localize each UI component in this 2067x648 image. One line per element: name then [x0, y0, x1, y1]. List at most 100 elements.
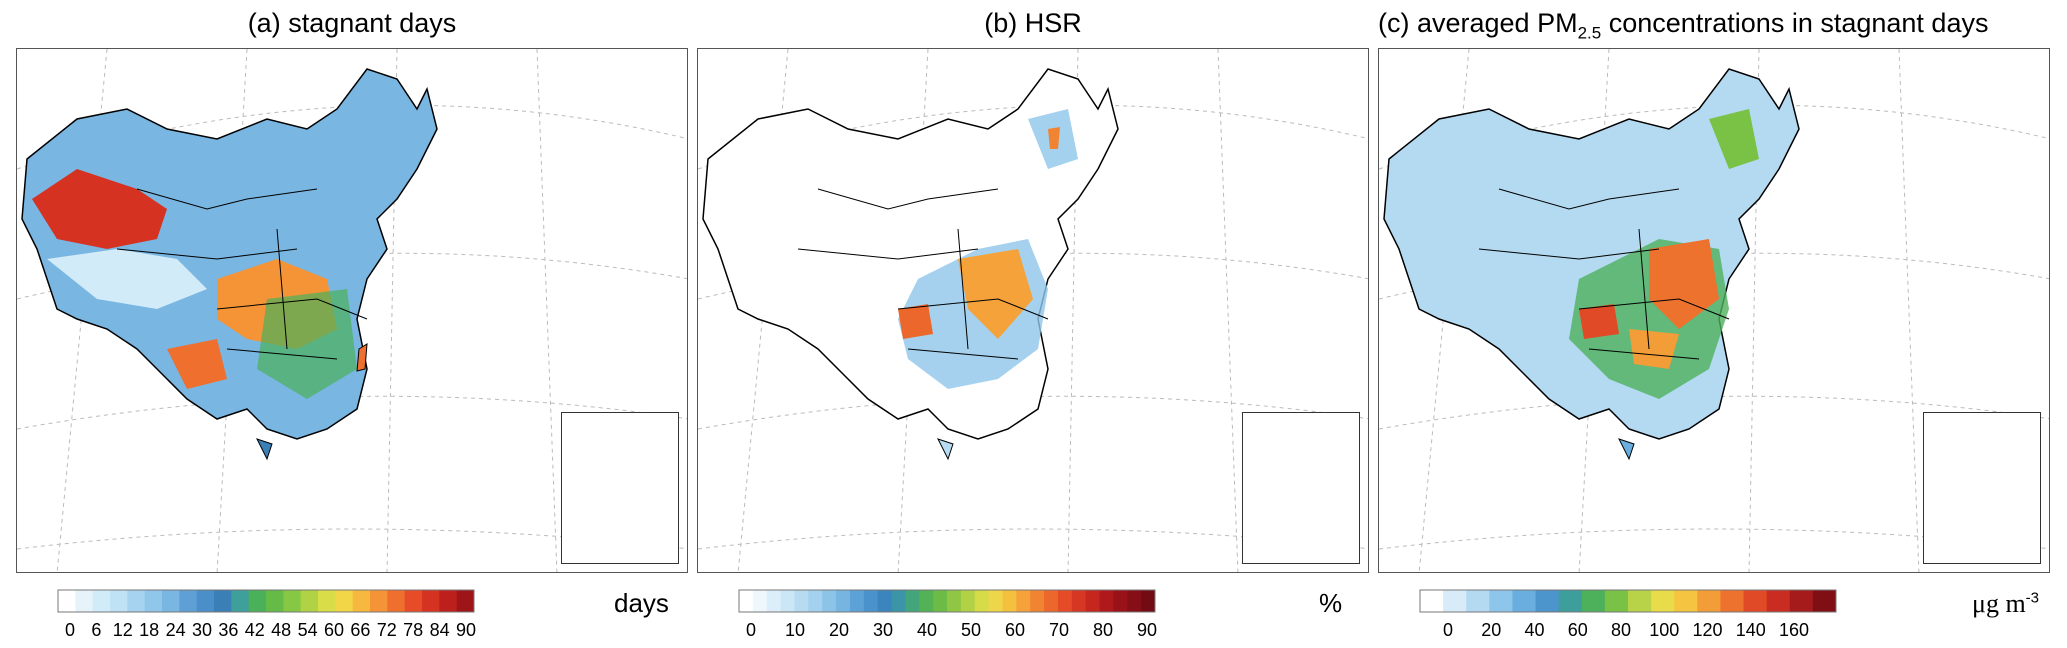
- colorbar-tick-label: 60: [324, 620, 344, 640]
- colorbar-tick-label: 40: [1524, 620, 1544, 640]
- colorbar-swatch: [439, 590, 458, 612]
- panel-a-title: (a) stagnant days: [247, 8, 457, 38]
- colorbar-tick-label: 54: [298, 620, 318, 640]
- panel-c-unit: μg m-3: [1972, 588, 2039, 619]
- colorbar-tick-label: 20: [1481, 620, 1501, 640]
- panel-c: (c) averaged PM2.5 concentrations in sta…: [1378, 0, 2050, 647]
- colorbar-tick-label: 40: [917, 620, 937, 640]
- panel-a-map: [16, 48, 688, 573]
- panel-c-title-sub: 2.5: [1577, 23, 1602, 43]
- panel-c-colorbar: 0 20 40 60 80 100 120 140 160: [1419, 589, 1837, 640]
- colorbar-tick-label: 42: [245, 620, 265, 640]
- colorbar-tick-label: 84: [430, 620, 450, 640]
- colorbar-swatch: [905, 590, 920, 612]
- panel-c-unit-base: μg m: [1972, 589, 2026, 618]
- colorbar-swatch: [947, 590, 962, 612]
- colorbar-swatch: [1071, 590, 1087, 612]
- colorbar-border: [1419, 589, 1837, 613]
- panel-c-title-tail: concentrations in stagnant days: [1601, 8, 1989, 38]
- colorbar-swatch: [144, 590, 163, 612]
- colorbar-swatch: [1420, 590, 1444, 612]
- colorbar-tick-label: 0: [65, 620, 75, 640]
- colorbar-swatch: [933, 590, 948, 612]
- colorbar-tick-label: 20: [829, 620, 849, 640]
- colorbar-swatch: [248, 590, 267, 612]
- colorbar-tick-label: 0: [1443, 620, 1453, 640]
- colorbar-swatch: [283, 590, 302, 612]
- colorbar-border: [57, 589, 475, 613]
- panel-b-inset-map: [1242, 412, 1360, 564]
- colorbar-tick-label: 18: [139, 620, 159, 640]
- colorbar-swatch: [766, 590, 782, 612]
- colorbar-swatch: [387, 590, 406, 612]
- colorbar-swatch: [1789, 590, 1814, 612]
- colorbar-swatch: [404, 590, 423, 612]
- panel-c-inset-map: [1923, 412, 2041, 564]
- colorbar-swatch: [1535, 590, 1560, 612]
- colorbar-swatch: [1002, 590, 1017, 612]
- panel-c-unit-sup: -3: [2025, 589, 2040, 607]
- colorbar-swatch: [1466, 590, 1490, 612]
- colorbar-swatch: [1443, 590, 1467, 612]
- colorbar-swatch: [1044, 590, 1059, 612]
- panel-a-inset-map: [561, 412, 679, 564]
- colorbar-swatch: [422, 590, 440, 612]
- colorbar-swatch: [1812, 590, 1837, 612]
- colorbar-swatch: [1558, 590, 1583, 612]
- colorbar-swatch: [739, 590, 754, 612]
- colorbar-swatch: [1697, 590, 1721, 612]
- colorbar-tick-label: 80: [1611, 620, 1631, 640]
- colorbar-swatch: [179, 590, 198, 612]
- panel-c-title-main: (c) averaged PM: [1378, 8, 1578, 38]
- panel-b: (b) HSR 0 10 20 30 40 50 60 70 80 90 %: [697, 0, 1369, 647]
- panel-b-map: [697, 48, 1369, 573]
- colorbar-swatch: [456, 590, 475, 612]
- colorbar-swatch: [352, 590, 371, 612]
- colorbar-swatch: [1720, 590, 1745, 612]
- colorbar-swatch: [231, 590, 250, 612]
- colorbar-tick-label: 70: [1049, 620, 1069, 640]
- panel-c-map: [1378, 48, 2050, 573]
- colorbar-swatch: [318, 590, 336, 612]
- colorbar-swatch: [75, 590, 94, 612]
- colorbar-swatch: [1512, 590, 1537, 612]
- colorbar-swatch: [863, 590, 879, 612]
- colorbar-swatch: [849, 590, 865, 612]
- colorbar-swatch: [836, 590, 851, 612]
- colorbar-swatch: [919, 590, 934, 612]
- colorbar-tick-label: 80: [1093, 620, 1113, 640]
- colorbar-tick-label: 140: [1736, 620, 1766, 640]
- colorbar-swatch: [780, 590, 795, 612]
- colorbar-tick-label: 30: [192, 620, 212, 640]
- colorbar-swatch: [1581, 590, 1606, 612]
- panel-a-unit: days: [614, 588, 669, 618]
- colorbar-tick-label: 48: [271, 620, 291, 640]
- panel-c-map-svg: [1379, 49, 2049, 572]
- colorbar-swatch: [974, 590, 990, 612]
- panel-b-colorbar: 0 10 20 30 40 50 60 70 80 90: [738, 589, 1157, 640]
- colorbar-swatch: [335, 590, 354, 612]
- colorbar-swatch: [1628, 590, 1652, 612]
- colorbar-swatch: [1604, 590, 1629, 612]
- colorbar-tick-label: 60: [1005, 620, 1025, 640]
- colorbar-swatch: [162, 590, 180, 612]
- colorbar-swatch: [370, 590, 388, 612]
- colorbar-tick-label: 30: [873, 620, 893, 640]
- colorbar-tick-label: 90: [1137, 620, 1157, 640]
- colorbar-tick-label: 6: [91, 620, 101, 640]
- panel-b-unit: %: [1319, 588, 1343, 618]
- colorbar-swatch: [196, 590, 215, 612]
- colorbar-swatch: [1085, 590, 1101, 612]
- colorbar-swatch: [1766, 590, 1791, 612]
- panel-a-colorbar: 0 6 12 18 24 30 36 42 48 54 60 66 72 78 84 90: [57, 589, 476, 640]
- panel-a: (a) stagnant days 0 6 12 18 24 30 36 42 48 54 60 66…: [16, 0, 688, 647]
- colorbar-swatch: [1113, 590, 1128, 612]
- colorbar-swatch: [110, 590, 128, 612]
- colorbar-tick-label: 66: [350, 620, 370, 640]
- colorbar-swatch: [1127, 590, 1142, 612]
- colorbar-swatch: [1057, 590, 1073, 612]
- colorbar-tick-label: 78: [403, 620, 423, 640]
- colorbar-swatch: [92, 590, 111, 612]
- colorbar-swatch: [1099, 590, 1114, 612]
- colorbar-swatch: [794, 590, 809, 612]
